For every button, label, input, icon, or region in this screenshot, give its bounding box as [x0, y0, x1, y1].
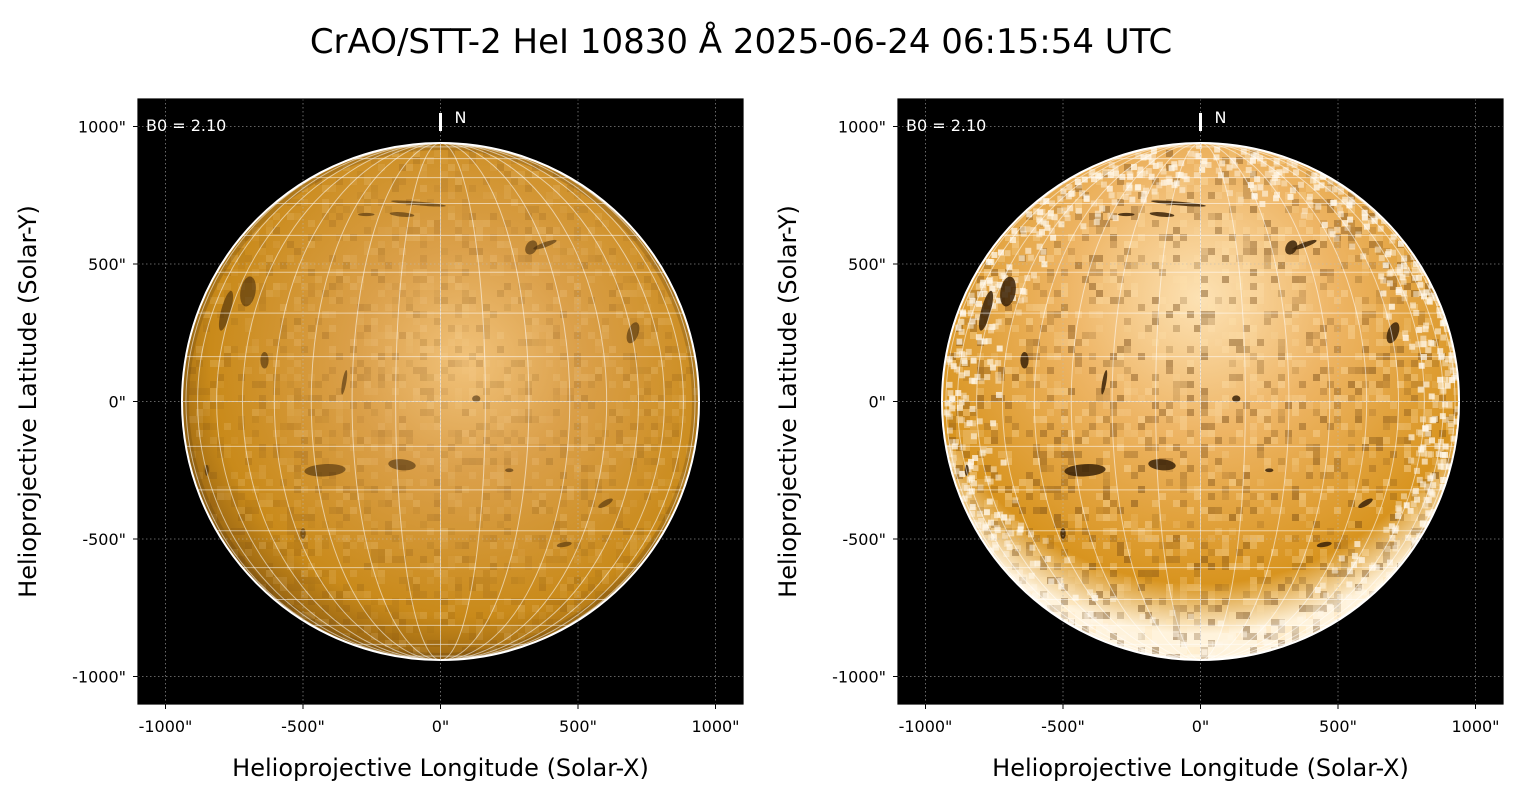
y-tick-label: -1000" — [832, 668, 886, 687]
x-tick-label: 500" — [1319, 717, 1357, 736]
dark-filaments — [204, 200, 640, 548]
x-tick-label: 500" — [559, 717, 597, 736]
disk-texture — [182, 143, 699, 660]
right-panel: -1000" -500" 0" 500" 1000" 1000" 500" 0" -500" -1… — [774, 98, 1504, 782]
y-tick-label: 500" — [848, 255, 886, 274]
x-tick-label: -1000" — [899, 717, 953, 736]
x-tick-label: 0" — [432, 717, 450, 736]
y-tick-label: -1000" — [72, 668, 126, 687]
x-axis-label: Helioprojective Longitude (Solar-X) — [992, 754, 1409, 782]
y-tick-label: 1000" — [78, 118, 126, 137]
y-tick-label: 0" — [868, 393, 886, 412]
north-label: N — [1215, 108, 1227, 127]
x-tick-label: 1000" — [1451, 717, 1499, 736]
y-tick-label: 1000" — [838, 118, 886, 137]
x-tick-label: 1000" — [691, 717, 739, 736]
dark-filaments — [964, 200, 1400, 548]
x-tick-label: 0" — [1192, 717, 1210, 736]
x-tick-label: -1000" — [139, 717, 193, 736]
y-axis-label: Helioprojective Latitude (Solar-Y) — [14, 205, 42, 598]
y-axis-label: Helioprojective Latitude (Solar-Y) — [774, 205, 802, 598]
left-panel: -1000" -500" 0" 500" 1000" 1000" 500" 0" -500" -1… — [14, 98, 744, 782]
y-tick-label: 500" — [88, 255, 126, 274]
y-tick-label: -500" — [842, 530, 886, 549]
b0-annotation: B0 = 2.10 — [906, 116, 986, 135]
figure-title: CrAO/STT-2 HeI 10830 Å 2025-06-24 06:15:… — [310, 21, 1172, 62]
y-tick-label: -500" — [82, 530, 126, 549]
x-tick-label: -500" — [281, 717, 325, 736]
y-tick-label: 0" — [108, 393, 126, 412]
x-axis-label: Helioprojective Longitude (Solar-X) — [232, 754, 649, 782]
x-tick-label: -500" — [1041, 717, 1085, 736]
b0-annotation: B0 = 2.10 — [146, 116, 226, 135]
north-label: N — [455, 108, 467, 127]
